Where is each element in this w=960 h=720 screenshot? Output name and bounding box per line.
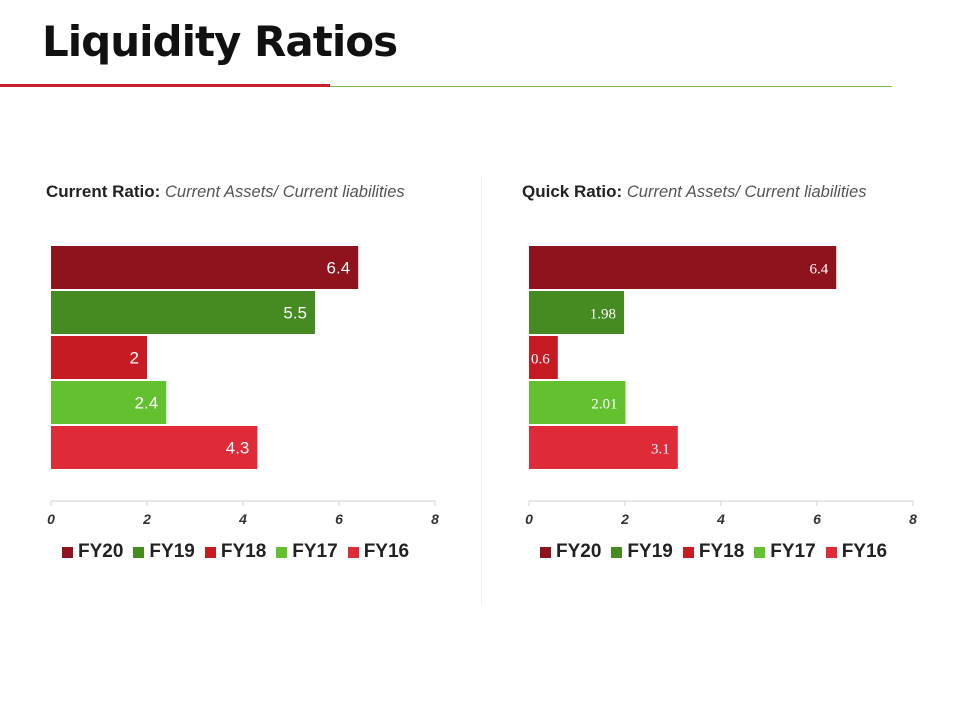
x-tick-label: 0	[47, 511, 55, 527]
data-label-fy19: 1.98	[590, 307, 616, 323]
legend-label: FY19	[627, 541, 673, 562]
current-ratio-chart: 0 2 4 6 8 6.4 5.5 2 2.4 4.3	[47, 246, 439, 527]
title-underline-red	[0, 84, 330, 87]
legend-label: FY16	[363, 541, 410, 562]
x-tick-label: 8	[431, 511, 439, 527]
bar-fy17	[51, 381, 167, 424]
legend-item-fy17: FY17	[754, 541, 816, 563]
legend-swatch	[540, 546, 551, 558]
quick-ratio-chart: 0 2 4 6 8 6.4 1.98 0.6 2.01 3.1	[525, 246, 917, 527]
bar-fy19	[529, 291, 625, 334]
legend-label: FY17	[292, 541, 338, 562]
legend-item-fy16: FY16	[825, 541, 888, 563]
legend-item-fy17: FY17	[276, 541, 338, 563]
x-tick-label: 2	[142, 511, 151, 527]
legend-swatch	[347, 546, 359, 558]
legend-label: FY20	[78, 541, 124, 562]
chart-divider	[481, 175, 482, 605]
bar-fy16	[529, 426, 678, 469]
data-label-fy17: 2.4	[135, 394, 159, 413]
legend-label: FY16	[841, 541, 888, 562]
data-label-fy17: 2.01	[591, 397, 617, 413]
x-tick-label: 0	[525, 511, 533, 527]
legend-item-fy20: FY20	[540, 541, 601, 563]
current-ratio-legend: FY20 FY19 FY18 FY17 FY16	[62, 541, 409, 563]
legend-item-fy20: FY20	[62, 541, 123, 563]
quick-ratio-heading: Quick Ratio: Current Assets/ Current lia…	[522, 182, 867, 202]
current-ratio-heading: Current Ratio: Current Assets/ Current l…	[46, 182, 405, 202]
legend-item-fy19: FY19	[611, 541, 673, 563]
legend-swatch	[754, 546, 766, 558]
legend-label: FY19	[149, 541, 195, 562]
bar-fy18	[529, 336, 558, 379]
current-ratio-formula: Current Assets/ Current liabilities	[165, 183, 405, 201]
bar-fy18	[51, 336, 147, 379]
bar-fy17	[529, 381, 626, 424]
legend-swatch	[825, 546, 837, 558]
legend-label: FY18	[220, 541, 267, 562]
legend-label: FY17	[770, 541, 816, 562]
legend-swatch	[204, 546, 216, 558]
x-tick-label: 4	[716, 511, 725, 527]
legend-item-fy18: FY18	[682, 541, 745, 563]
legend-swatch	[682, 546, 694, 558]
legend-swatch	[276, 546, 288, 558]
data-label-fy18: 2	[130, 349, 139, 368]
bar-fy19	[51, 291, 315, 334]
legend-label: FY18	[698, 541, 745, 562]
legend-item-fy19: FY19	[133, 541, 195, 563]
quick-ratio-formula: Current Assets/ Current liabilities	[626, 183, 867, 201]
data-label-fy16: 4.3	[226, 439, 250, 458]
data-label-fy20: 6.4	[327, 259, 351, 278]
x-tick-label: 2	[620, 511, 629, 527]
data-label-fy20: 6.4	[809, 262, 828, 278]
quick-ratio-legend: FY20 FY19 FY18 FY17 FY16	[540, 541, 887, 563]
bar-fy20	[529, 246, 837, 289]
legend-item-fy16: FY16	[347, 541, 410, 563]
legend-item-fy18: FY18	[204, 541, 267, 563]
x-tick-label: 8	[909, 511, 917, 527]
data-label-fy16: 3.1	[651, 442, 670, 458]
title-underline-green	[330, 86, 892, 87]
current-ratio-title: Current Ratio:	[46, 182, 161, 201]
data-label-fy18: 0.6	[531, 352, 550, 368]
x-tick-label: 4	[238, 511, 247, 527]
data-label-fy19: 5.5	[283, 304, 307, 323]
bar-fy16	[51, 426, 258, 469]
legend-label: FY20	[556, 541, 602, 562]
x-tick-label: 6	[335, 511, 343, 527]
page-title: Liquidity Ratios	[42, 17, 398, 66]
legend-swatch	[133, 546, 145, 558]
x-tick-label: 6	[813, 511, 821, 527]
legend-swatch	[62, 546, 73, 558]
quick-ratio-title: Quick Ratio:	[522, 182, 623, 201]
legend-swatch	[611, 546, 623, 558]
bar-fy20	[51, 246, 359, 289]
